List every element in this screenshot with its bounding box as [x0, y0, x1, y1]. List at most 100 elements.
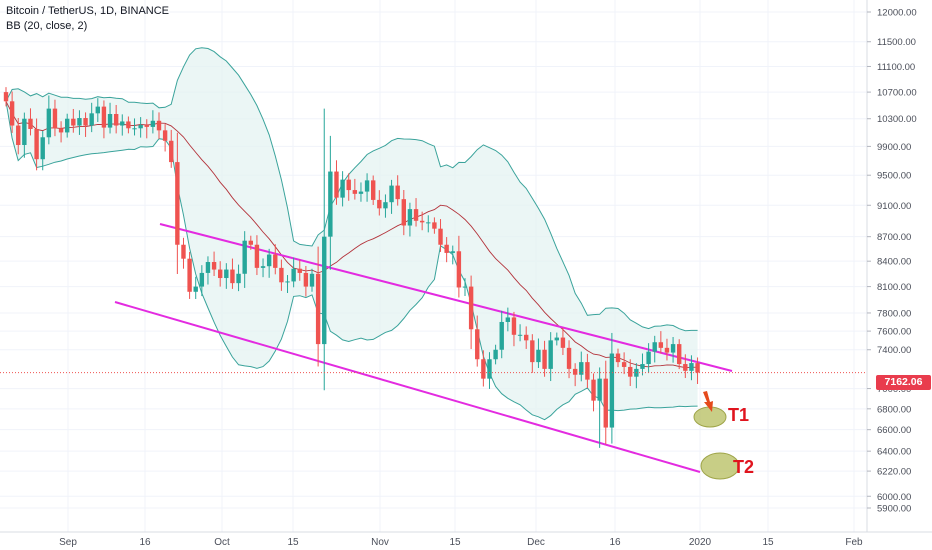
candle-body	[346, 179, 351, 191]
candle-body	[34, 128, 39, 160]
candle-body	[499, 321, 504, 350]
time-axis[interactable]: Sep 16 Oct 15 Nov 15 Dec 16 2020 15 Feb	[0, 531, 932, 548]
candle-body	[536, 349, 541, 363]
candle-body	[162, 130, 168, 141]
candle-body	[389, 185, 394, 203]
candle-body	[579, 362, 584, 375]
target-circle-t1	[693, 406, 727, 428]
candle-body	[322, 236, 327, 345]
candle-body	[413, 209, 419, 221]
candle-body	[242, 240, 247, 274]
candle-body	[248, 240, 253, 245]
candle-body	[101, 106, 107, 128]
candle-body	[530, 340, 535, 363]
candle-body	[432, 222, 437, 229]
x-tick-label: 15	[449, 537, 461, 548]
candle-body	[511, 317, 517, 335]
candle-body	[315, 273, 321, 345]
x-tick-label: 16	[139, 537, 151, 548]
candle-body	[481, 359, 486, 379]
bb-upper	[5, 47, 698, 332]
candle-body	[187, 258, 192, 292]
candle-body	[285, 281, 290, 283]
candle-body	[254, 244, 260, 268]
candle-body	[9, 101, 15, 126]
candle-body	[628, 366, 633, 377]
target-markers	[693, 391, 740, 480]
candle-body	[328, 171, 333, 237]
candle-body	[383, 202, 388, 209]
y-tick-label: 11500.00	[877, 37, 916, 48]
last-price-badge: 7162.06	[876, 375, 931, 390]
candle-body	[113, 113, 119, 126]
candle-body	[542, 349, 547, 369]
candle-body	[65, 118, 70, 133]
candle-body	[120, 121, 125, 126]
candle-body	[419, 220, 425, 223]
candle-body	[297, 268, 302, 273]
candle-body	[22, 118, 27, 145]
y-tick-label: 6600.00	[877, 425, 911, 436]
target-label-t1: T1	[728, 405, 750, 425]
target-label-t2: T2	[733, 457, 755, 477]
symbol-title: Bitcoin / TetherUS, 1D, BINANCE	[6, 5, 170, 17]
candle-body	[689, 363, 694, 371]
candle-body	[615, 353, 621, 363]
candle-body	[475, 329, 480, 360]
candle-body	[652, 342, 657, 352]
bb-fill	[6, 47, 698, 420]
candle-body	[670, 344, 676, 353]
candle-body	[107, 113, 113, 128]
down-arrow-icon	[703, 391, 713, 412]
candle-body	[95, 106, 100, 114]
channel-lower	[114, 301, 701, 473]
candle-body	[646, 351, 651, 365]
candle-body	[493, 349, 498, 360]
y-tick-label: 7400.00	[877, 345, 911, 356]
candle-body	[444, 244, 449, 253]
candle-body	[456, 251, 462, 288]
candle-body	[211, 262, 217, 270]
candle-body	[566, 347, 572, 369]
y-tick-label: 6220.00	[877, 467, 911, 478]
x-tick-label: Oct	[214, 537, 230, 548]
candle-body	[40, 137, 45, 160]
candle-body	[224, 269, 229, 279]
candle-body	[352, 190, 358, 194]
x-tick-label: Dec	[527, 537, 545, 548]
candle-body	[395, 185, 400, 200]
candle-body	[371, 180, 376, 200]
candle-body	[77, 118, 82, 126]
candle-body	[603, 378, 608, 428]
candle-body	[438, 228, 443, 245]
candle-body	[279, 267, 284, 283]
candle-body	[266, 254, 272, 267]
candle-body	[303, 272, 309, 287]
candle-body	[193, 286, 198, 292]
candle-body	[358, 191, 364, 194]
y-tick-label: 8700.00	[877, 232, 911, 243]
candle-body	[28, 118, 33, 129]
candle-body	[505, 317, 511, 322]
candle-body	[640, 364, 645, 369]
indicator-title: BB (20, close, 2)	[6, 20, 88, 32]
candle-body	[89, 113, 94, 126]
candle-body	[621, 362, 627, 367]
x-tick-label: 15	[762, 537, 774, 548]
price-axis[interactable]: 12000.00 11500.00 11100.00 10700.00 10300.00…	[866, 0, 932, 550]
candle-body	[175, 162, 180, 245]
candle-body	[340, 179, 345, 198]
y-tick-label: 6400.00	[877, 447, 911, 458]
candle-body	[450, 251, 455, 253]
candle-body	[181, 244, 186, 259]
candle-body	[591, 379, 596, 401]
candle-body	[468, 286, 474, 330]
candle-body	[3, 92, 9, 102]
candle-body	[407, 209, 413, 226]
candle-body	[462, 286, 468, 288]
candle-body	[126, 121, 131, 129]
x-tick-label: 2020	[689, 537, 712, 548]
candle-body	[572, 368, 578, 375]
candle-body	[205, 262, 211, 273]
